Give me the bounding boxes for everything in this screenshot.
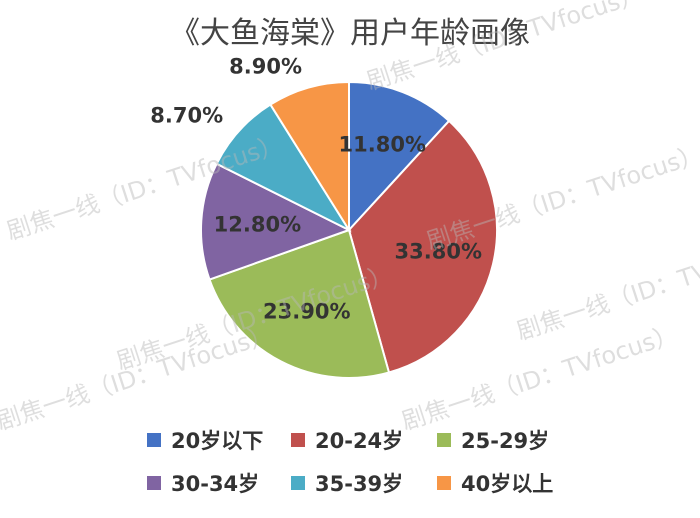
- slice-label-6: 8.90%: [229, 55, 302, 79]
- slice-label-5: 8.70%: [150, 104, 223, 128]
- pie-slice-2: [347, 119, 498, 374]
- legend-swatch-4: [147, 476, 161, 490]
- slice-label-1: 11.80%: [339, 132, 426, 156]
- legend-swatch-2: [291, 433, 305, 447]
- legend-swatch-6: [437, 476, 451, 490]
- pie-slice-4: [200, 162, 352, 281]
- legend: 20岁以下 20-24岁 25-29岁 30-34岁 35-39岁 40岁以上: [147, 429, 553, 496]
- legend-swatch-5: [291, 476, 305, 490]
- pie-slice-6: [269, 80, 350, 234]
- legend-label-6: 40岁以上: [461, 472, 553, 496]
- pie-slices: [200, 80, 498, 379]
- legend-swatch-1: [147, 433, 161, 447]
- slice-labels: 11.80% 33.80% 23.90% 12.80% 8.70% 8.90%: [150, 55, 482, 324]
- legend-label-1: 20岁以下: [171, 429, 263, 453]
- legend-label-4: 30-34岁: [171, 472, 259, 496]
- legend-label-5: 35-39岁: [315, 472, 403, 496]
- slice-label-4: 12.80%: [214, 212, 301, 236]
- legend-label-2: 20-24岁: [315, 429, 403, 453]
- chart-title: 《大鱼海棠》用户年龄画像: [170, 16, 530, 51]
- slice-label-3: 23.90%: [263, 299, 350, 323]
- legend-label-3: 25-29岁: [461, 429, 549, 453]
- legend-swatch-3: [437, 433, 451, 447]
- slice-label-2: 33.80%: [395, 239, 482, 263]
- pie-slice-1: [348, 80, 451, 233]
- watermark-text: 剧焦一线（ID：TVfocus）: [0, 320, 276, 436]
- pie-slice-3: [208, 228, 391, 379]
